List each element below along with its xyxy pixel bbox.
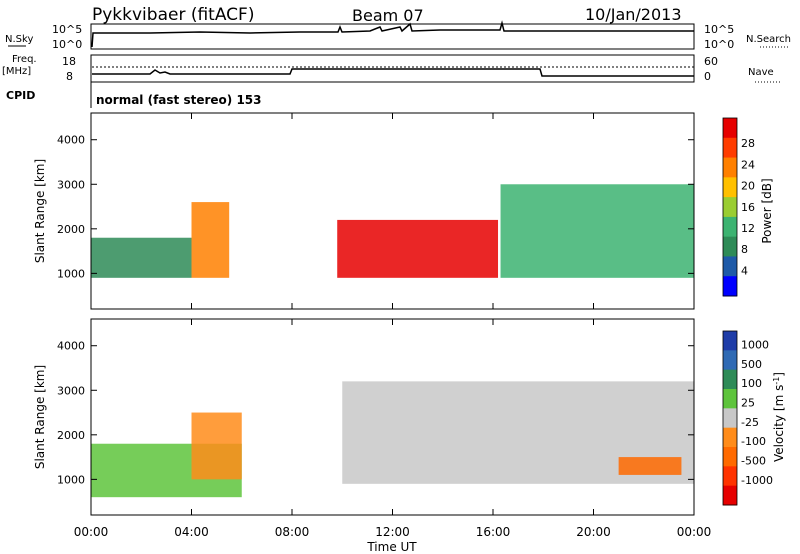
x-tick-label-4: 16:00 bbox=[476, 525, 511, 539]
colorbar-tick-3: 25 bbox=[741, 397, 755, 410]
colorbar-tick-1: 500 bbox=[741, 358, 762, 371]
nsky-label: N.Sky bbox=[5, 34, 33, 45]
x-tick-label-3: 12:00 bbox=[375, 525, 410, 539]
nsky-tick-bottom: 10^0 bbox=[52, 38, 82, 51]
x-tick-label-5: 20:00 bbox=[576, 525, 611, 539]
station-title: Pykkvibaer (fitACF) bbox=[92, 5, 254, 25]
nsky-panel bbox=[90, 23, 695, 50]
nave-tick-top: 60 bbox=[704, 55, 718, 68]
power-ylabel: Slant Range [km] bbox=[33, 159, 47, 263]
nave-label: Nave bbox=[748, 67, 774, 78]
y-tick-label-2: 3000 bbox=[57, 384, 85, 397]
y-tick-label-3: 4000 bbox=[57, 134, 85, 147]
colorbar-swatch-0 bbox=[723, 331, 737, 351]
freq-trace bbox=[92, 68, 694, 77]
colorbar-swatch-7 bbox=[723, 256, 737, 277]
colorbar-tick-0: 28 bbox=[741, 137, 755, 150]
colorbar-swatch-1 bbox=[723, 350, 737, 371]
echo-region-0 bbox=[91, 237, 192, 278]
velocity-ylabel: Slant Range [km] bbox=[33, 365, 47, 469]
colorbar-tick-5: -100 bbox=[741, 435, 766, 448]
colorbar-tick-5: 8 bbox=[741, 243, 748, 256]
colorbar-swatch-4 bbox=[723, 408, 737, 429]
colorbar-swatch-2 bbox=[723, 157, 737, 178]
cpid-value: normal (fast stereo) 153 bbox=[96, 93, 262, 107]
freq-panel bbox=[90, 54, 695, 83]
power-panel: 1000 2000 3000 4000 Slant Range [km] 28 24 20… bbox=[33, 112, 774, 310]
y-tick-label-0: 1000 bbox=[57, 473, 85, 486]
echo-region-3 bbox=[618, 457, 682, 475]
x-tick-label-2: 08:00 bbox=[275, 525, 310, 539]
colorbar-tick-7: -1000 bbox=[741, 474, 773, 487]
freq-unit: [MHz] bbox=[2, 66, 31, 77]
y-tick-label-3: 4000 bbox=[57, 340, 85, 353]
colorbar-swatch-1 bbox=[723, 137, 737, 159]
colorbar-swatch-8 bbox=[723, 276, 737, 297]
colorbar-swatch-3 bbox=[723, 177, 737, 198]
freq-tick-bottom: 8 bbox=[66, 70, 73, 83]
colorbar-tick-4: -25 bbox=[741, 416, 759, 429]
colorbar-tick-2: 20 bbox=[741, 180, 755, 193]
power-colorbar-label: Power [dB] bbox=[760, 178, 774, 243]
colorbar-tick-3: 16 bbox=[741, 201, 755, 214]
velocity-colorbar-label: Velocity [m s-1] bbox=[772, 372, 787, 462]
freq-label: Freq. bbox=[12, 54, 37, 65]
colorbar-swatch-4 bbox=[723, 197, 737, 218]
y-tick-label-1: 2000 bbox=[57, 223, 85, 236]
echo-region-2 bbox=[337, 219, 499, 278]
echo-region-1 bbox=[191, 412, 242, 480]
y-tick-label-2: 3000 bbox=[57, 178, 85, 191]
colorbar-tick-1: 24 bbox=[741, 158, 755, 171]
x-tick-label-1: 04:00 bbox=[174, 525, 209, 539]
colorbar-tick-2: 100 bbox=[741, 377, 762, 390]
colorbar-swatch-8 bbox=[723, 485, 737, 506]
colorbar-swatch-3 bbox=[723, 389, 737, 409]
nsearch-tick-top: 10^5 bbox=[704, 23, 734, 36]
colorbar-tick-6: -500 bbox=[741, 455, 766, 468]
colorbar-swatch-2 bbox=[723, 369, 737, 390]
cpid-label: CPID bbox=[6, 89, 35, 102]
colorbar-tick-0: 1000 bbox=[741, 339, 769, 352]
nave-tick-bottom: 0 bbox=[704, 70, 711, 83]
nsearch-label: N.Search bbox=[746, 34, 791, 45]
colorbar-swatch-5 bbox=[723, 216, 737, 238]
echo-region-1 bbox=[191, 202, 230, 278]
nsky-trace bbox=[91, 20, 694, 48]
velocity-panel: 1000 2000 3000 4000 Slant Range [km] 1000 50… bbox=[33, 318, 787, 516]
colorbar-swatch-7 bbox=[723, 466, 737, 487]
colorbar-tick-6: 4 bbox=[741, 264, 748, 277]
nsearch-tick-bottom: 10^0 bbox=[704, 38, 734, 51]
echo-region-3 bbox=[500, 184, 694, 278]
colorbar-swatch-6 bbox=[723, 236, 737, 257]
beam-title: Beam 07 bbox=[352, 6, 424, 25]
freq-tick-top: 18 bbox=[62, 55, 76, 68]
y-tick-label-0: 1000 bbox=[57, 267, 85, 280]
colorbar-swatch-5 bbox=[723, 427, 737, 448]
x-tick-label-6: 00:00 bbox=[677, 525, 712, 539]
x-tick-label-0: 00:00 bbox=[74, 525, 109, 539]
colorbar-swatch-6 bbox=[723, 447, 737, 467]
colorbar-swatch-0 bbox=[723, 118, 737, 139]
x-axis-label: Time UT bbox=[366, 540, 417, 554]
date-title: 10/Jan/2013 bbox=[585, 5, 682, 24]
colorbar-tick-4: 12 bbox=[741, 222, 755, 235]
nsky-tick-top: 10^5 bbox=[52, 23, 82, 36]
y-tick-label-1: 2000 bbox=[57, 429, 85, 442]
